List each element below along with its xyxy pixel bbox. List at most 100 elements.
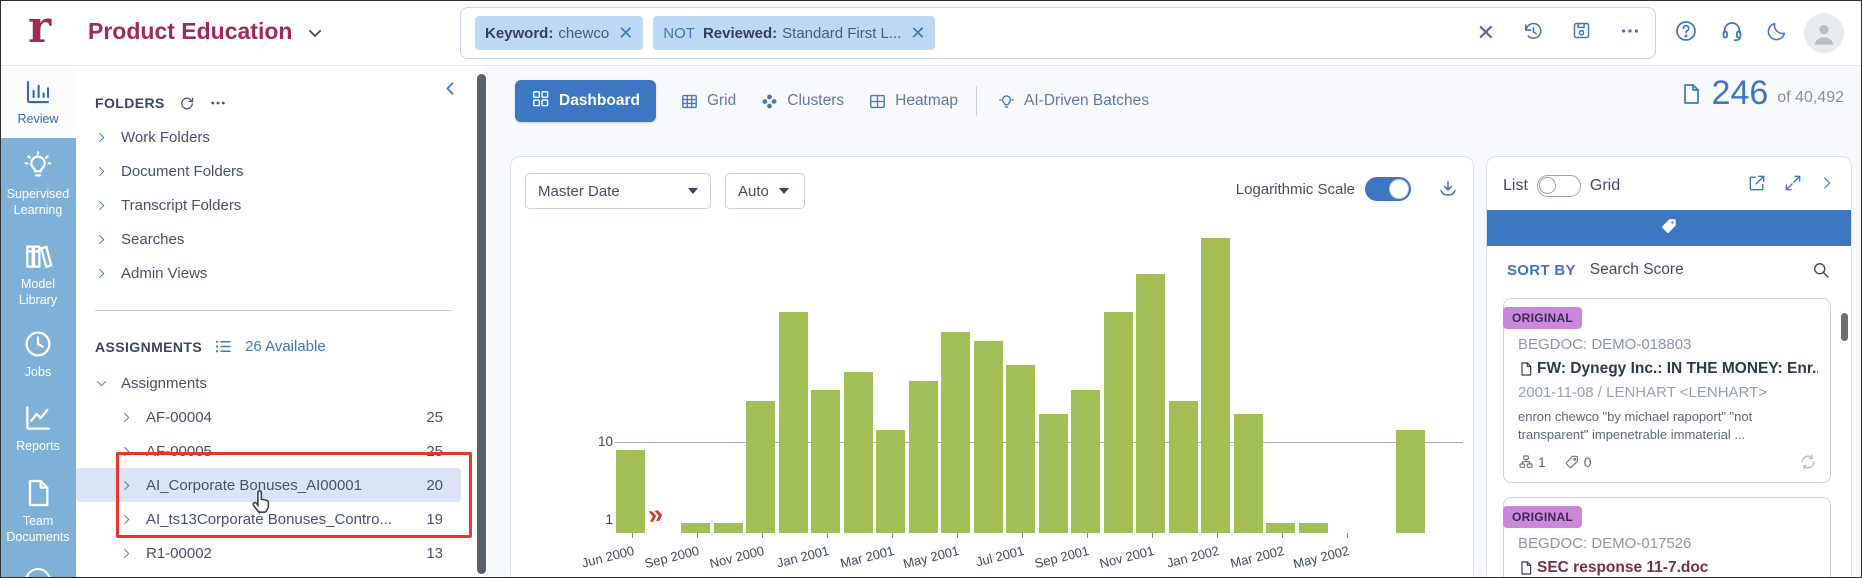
assignment-item[interactable]: AF-00005 25 xyxy=(76,434,461,468)
clear-search-icon[interactable]: ✕ xyxy=(1476,20,1495,45)
chart-bar[interactable] xyxy=(1396,430,1425,533)
chart-bar[interactable] xyxy=(1266,523,1295,533)
grid-icon xyxy=(680,92,699,111)
help-icon[interactable] xyxy=(1674,19,1698,48)
search-chip-reviewed[interactable]: NOT Reviewed: Standard First L... ✕ xyxy=(653,16,936,50)
assignment-item[interactable]: AI_ts13Corporate Bonuses_Contro... 19 xyxy=(76,502,461,536)
tab-grid[interactable]: Grid xyxy=(680,92,736,111)
dark-mode-moon-icon[interactable] xyxy=(1766,20,1788,47)
chart-bar[interactable] xyxy=(714,523,743,533)
assignment-list-icon[interactable] xyxy=(214,337,233,356)
document-title[interactable]: SEC response 11-7.doc xyxy=(1518,559,1818,577)
support-headset-icon[interactable] xyxy=(1720,19,1744,48)
folder-item-work-folders[interactable]: Work Folders xyxy=(76,120,471,154)
download-chart-icon[interactable] xyxy=(1437,178,1459,200)
chart-bar[interactable] xyxy=(1169,401,1198,533)
bulk-tag-bar[interactable] xyxy=(1487,210,1851,246)
folders-panel: FOLDERS Work Folders Document Folders Tran… xyxy=(76,66,471,578)
sidebar-item-jobs[interactable]: Jobs xyxy=(0,318,76,390)
sidebar-item-reports[interactable]: Reports xyxy=(0,390,76,466)
grid-view-label[interactable]: Grid xyxy=(1589,176,1621,194)
x-axis-tick xyxy=(827,533,828,538)
open-in-new-icon[interactable] xyxy=(1747,173,1767,198)
sort-value[interactable]: Search Score xyxy=(1589,261,1684,278)
chart-bar[interactable] xyxy=(811,390,840,533)
chevron-right-icon xyxy=(120,479,133,492)
sort-by-label[interactable]: SORT BY xyxy=(1507,261,1576,279)
sidebar-item-review[interactable]: Review xyxy=(0,66,76,138)
assignment-item[interactable]: AI_Corporate Bonuses_AI00001 20 xyxy=(76,468,461,502)
chart-bar[interactable] xyxy=(941,332,970,533)
search-icon[interactable] xyxy=(1811,260,1831,280)
folder-item-transcript-folders[interactable]: Transcript Folders xyxy=(76,188,471,222)
chevron-right-icon[interactable] xyxy=(1819,175,1835,196)
x-axis-tick xyxy=(1152,533,1153,538)
document-title[interactable]: FW: Dynegy Inc.: IN THE MONEY: Enr... xyxy=(1518,360,1818,378)
chart-field-select[interactable]: Master Date xyxy=(525,173,711,209)
chevron-right-icon xyxy=(120,445,133,458)
chart-bar[interactable] xyxy=(779,312,808,533)
chart-bar[interactable] xyxy=(974,341,1003,533)
caret-down-icon xyxy=(778,188,789,194)
folder-item-document-folders[interactable]: Document Folders xyxy=(76,154,471,188)
tab-dashboard[interactable]: Dashboard xyxy=(515,80,656,122)
chart-bar[interactable] xyxy=(1071,390,1100,533)
folder-item-admin-views[interactable]: Admin Views xyxy=(76,256,471,290)
app-logo[interactable]: r xyxy=(28,2,52,53)
chart-bar[interactable] xyxy=(616,450,645,533)
workspace-switcher[interactable]: Product Education xyxy=(88,18,324,45)
chart-bar[interactable] xyxy=(1104,312,1133,533)
more-options-icon[interactable] xyxy=(1619,20,1641,47)
chart-bar[interactable] xyxy=(876,430,905,533)
expand-panel-icon[interactable] xyxy=(1783,173,1803,198)
sidebar-item-team-documents[interactable]: Team Documents xyxy=(0,466,76,556)
x-axis-tick xyxy=(1217,533,1218,538)
collapse-panel-icon[interactable] xyxy=(442,80,459,97)
search-bar[interactable]: Keyword: chewco ✕ NOT Reviewed: Standard… xyxy=(460,7,1656,59)
chart-bar[interactable] xyxy=(1136,274,1165,533)
assignment-item[interactable]: R1-00002 13 xyxy=(76,536,461,570)
chart-bar[interactable] xyxy=(1299,523,1328,533)
page-icon xyxy=(22,477,54,509)
save-search-icon[interactable] xyxy=(1571,20,1592,46)
dashboard-icon xyxy=(531,89,550,113)
chevron-down-icon xyxy=(95,377,108,390)
user-avatar[interactable] xyxy=(1804,13,1844,53)
folders-more-icon[interactable] xyxy=(209,94,227,112)
chart-interval-select[interactable]: Auto xyxy=(725,173,805,209)
tab-ai-driven-batches[interactable]: AI-Driven Batches xyxy=(997,92,1149,111)
assignment-name: AF-00004 xyxy=(146,408,212,426)
log-scale-toggle[interactable] xyxy=(1365,177,1411,201)
tab-label: Grid xyxy=(706,92,737,109)
document-card[interactable]: ORIGINAL BEGDOC: DEMO-017526 SEC response … xyxy=(1503,497,1831,577)
list-grid-toggle[interactable] xyxy=(1536,174,1581,197)
list-scrollbar[interactable] xyxy=(1841,313,1848,341)
chart-bar[interactable] xyxy=(1006,365,1035,533)
assignments-available-link[interactable]: 26 Available xyxy=(245,338,326,355)
sidebar-item-model-library[interactable]: Model Library xyxy=(0,230,76,318)
folder-item-searches[interactable]: Searches xyxy=(76,222,471,256)
panel-scrollbar[interactable] xyxy=(477,74,486,574)
chart-bar[interactable] xyxy=(1234,414,1263,533)
chart-bar[interactable] xyxy=(1201,238,1230,533)
chart-bar[interactable] xyxy=(909,381,938,533)
chart-bar[interactable] xyxy=(681,523,710,533)
chart-bar[interactable] xyxy=(844,372,873,533)
chart-bar[interactable] xyxy=(1039,414,1068,533)
assignment-item[interactable]: AF-00004 25 xyxy=(76,400,461,434)
chart-bar[interactable] xyxy=(746,401,775,533)
assignments-heading: ASSIGNMENTS xyxy=(95,338,203,355)
x-axis-tick xyxy=(762,533,763,538)
tab-heatmap[interactable]: Heatmap xyxy=(868,92,958,111)
document-card[interactable]: ORIGINAL BEGDOC: DEMO-018803 FW: Dynegy In… xyxy=(1503,298,1831,484)
refresh-icon[interactable] xyxy=(178,94,196,112)
list-view-label[interactable]: List xyxy=(1503,176,1528,194)
tab-clusters[interactable]: Clusters xyxy=(760,92,844,111)
assignments-root-node[interactable]: Assignments xyxy=(76,366,471,400)
chip-remove-icon[interactable]: ✕ xyxy=(910,23,926,43)
refresh-icon[interactable] xyxy=(1798,452,1818,472)
search-chip-keyword[interactable]: Keyword: chewco ✕ xyxy=(475,16,644,50)
chip-remove-icon[interactable]: ✕ xyxy=(618,23,634,43)
sidebar-item-supervised-learning[interactable]: Supervised Learning xyxy=(0,138,76,230)
search-history-icon[interactable] xyxy=(1522,20,1544,47)
